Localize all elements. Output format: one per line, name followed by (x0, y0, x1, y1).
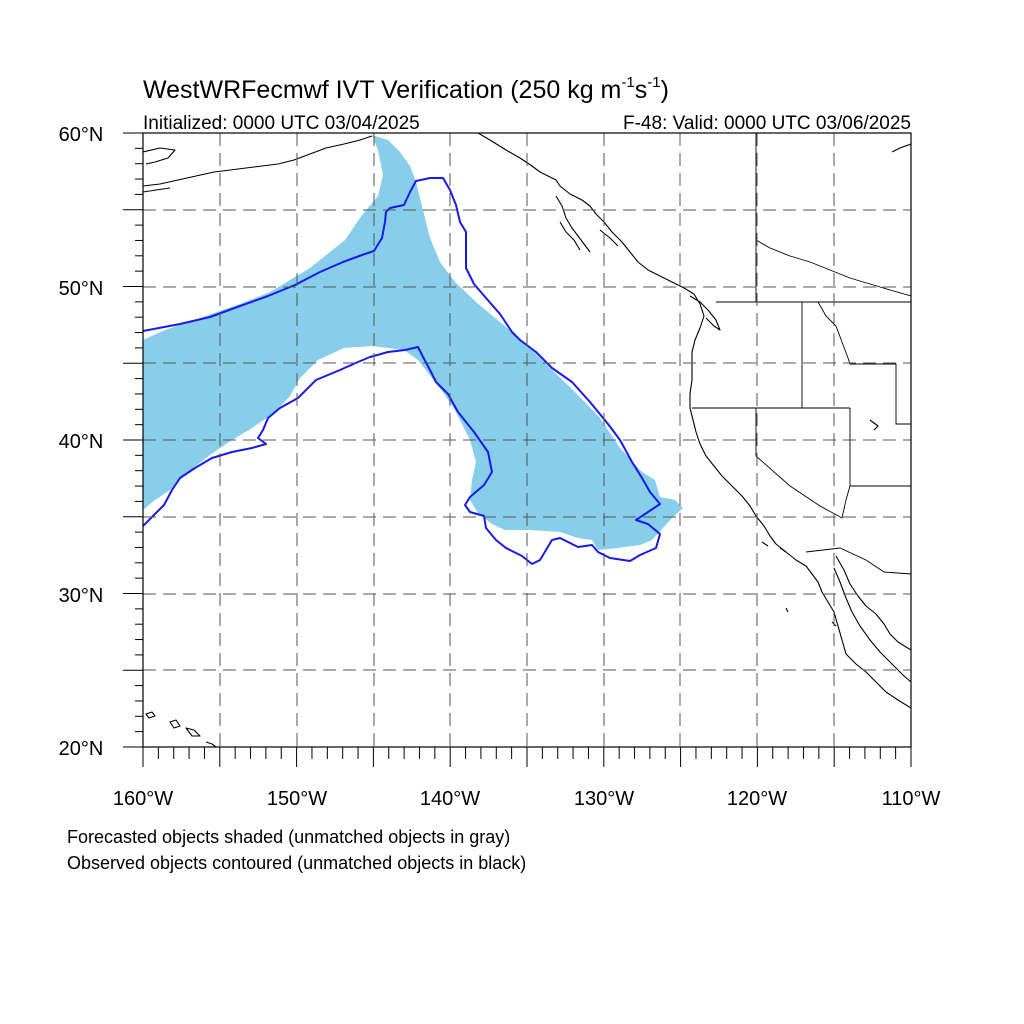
coastline-north-america (477, 133, 911, 709)
lat-label-30n: 30°N (59, 585, 104, 607)
graticule (143, 133, 911, 747)
lon-label-160w: 160°W (113, 788, 173, 810)
legend-forecast: Forecasted objects shaded (unmatched obj… (67, 827, 510, 847)
lat-label-60n: 60°N (59, 124, 104, 146)
coastline-baja-gulf (835, 555, 911, 651)
map-plot-area (143, 133, 911, 747)
lon-label-130w: 130°W (574, 788, 634, 810)
valid-time: F-48: Valid: 0000 UTC 03/06/2025 (623, 113, 911, 134)
coastline-hawaii (145, 711, 217, 747)
latitude-labels: 60°N 50°N 40°N 30°N 20°N (59, 124, 104, 760)
forecast-ivt-object (143, 135, 683, 550)
lon-label-120w: 120°W (727, 788, 787, 810)
map-title: WestWRFecmwf IVT Verification (250 kg m-… (143, 74, 669, 104)
lat-label-20n: 20°N (59, 738, 104, 760)
lon-label-150w: 150°W (267, 788, 327, 810)
coastline-baja-east (833, 567, 911, 683)
lon-label-110w: 110°W (882, 788, 941, 810)
initialized-time: Initialized: 0000 UTC 03/04/2025 (143, 113, 420, 134)
coastline-arctic-edge (891, 143, 911, 153)
axis-ticks (123, 132, 912, 767)
lat-label-40n: 40°N (59, 431, 104, 453)
lon-label-140w: 140°W (420, 788, 480, 810)
lat-label-50n: 50°N (59, 278, 104, 300)
coastline-bc-islands (555, 195, 721, 331)
longitude-labels: 160°W 150°W 140°W 130°W 120°W 110°W (113, 788, 941, 810)
coastline-alaska (143, 135, 373, 193)
legend-observed: Observed objects contoured (unmatched ob… (67, 853, 526, 873)
coastline-channel-islands (761, 419, 879, 627)
political-borders (692, 133, 911, 575)
